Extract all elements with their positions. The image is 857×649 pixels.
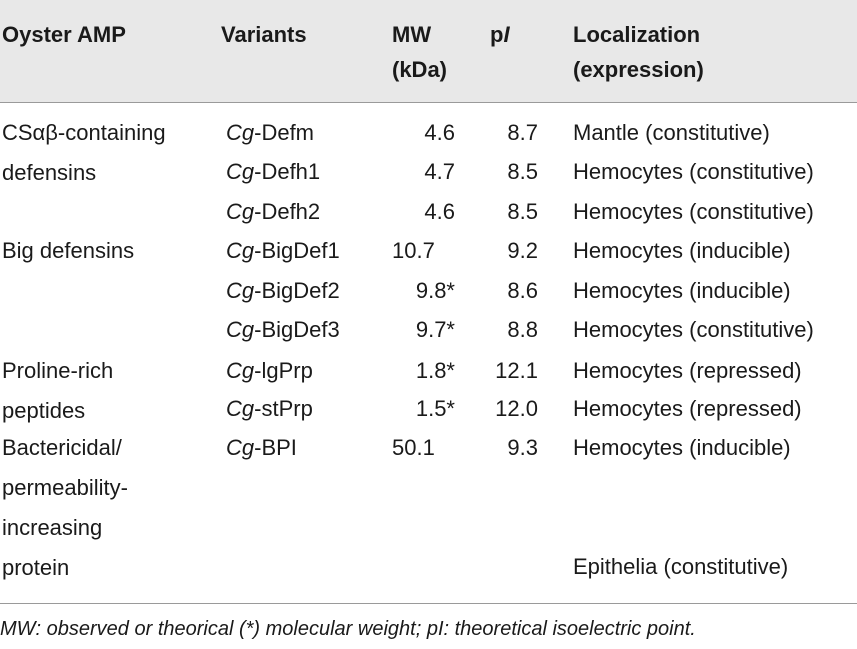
variant-cell: Cg-Defh1: [226, 152, 320, 192]
header-mw-line2: (kDa): [392, 57, 448, 82]
variant-prefix: Cg: [226, 317, 255, 342]
variant-name: -BigDef3: [254, 317, 340, 342]
variant-cell: Cg-BigDef1: [226, 231, 340, 271]
group-csab-defensins: CSαβ-containing defensins: [2, 113, 166, 193]
localization-cell: Hemocytes (constitutive): [573, 317, 814, 342]
variant-name: -Defh1: [254, 159, 321, 184]
mw-cell: 50.1: [392, 435, 435, 460]
pi-cell: 9.2: [507, 238, 538, 263]
pi-cell: 8.6: [507, 278, 538, 303]
mw-cell: 1.8*: [415, 358, 455, 383]
variant-cell: Cg-stPrp: [226, 389, 313, 429]
pi-cell: 12.0: [495, 396, 538, 421]
localization-cell: Hemocytes (constitutive): [573, 199, 814, 224]
pi-cell: 8.7: [507, 120, 538, 145]
mw-cell: 1.5*: [415, 396, 455, 421]
pi-cell: 9.3: [507, 435, 538, 460]
header-pi-i: I: [503, 22, 510, 47]
group-line: defensins: [2, 160, 97, 185]
group-line: CSαβ-containing: [2, 120, 166, 145]
variant-name: -Defm: [254, 120, 315, 145]
group-line: protein: [2, 555, 70, 580]
header-mw: MW (kDa): [392, 17, 447, 87]
variant-prefix: Cg: [226, 120, 255, 145]
header-pi: pI: [490, 17, 510, 52]
group-line: peptides: [2, 398, 86, 423]
pi-cell: 8.5: [507, 159, 538, 184]
group-line: Bactericidal/: [2, 435, 122, 460]
table-header-band: [0, 0, 857, 102]
pi-cell: 12.1: [495, 358, 538, 383]
header-loc-line1: Localization: [573, 22, 701, 47]
localization-cell: Hemocytes (repressed): [573, 396, 802, 421]
localization-cell: Hemocytes (inducible): [573, 278, 791, 303]
variant-name: -lgPrp: [254, 358, 313, 383]
variant-cell: Cg-BigDef2: [226, 271, 340, 311]
variant-prefix: Cg: [226, 358, 255, 383]
localization-cell-extra: Epithelia (constitutive): [573, 554, 789, 579]
variant-prefix: Cg: [226, 238, 255, 263]
variant-name: -BigDef1: [254, 238, 340, 263]
group-line: Proline-rich: [2, 358, 114, 383]
variant-name: -Defh2: [254, 199, 321, 224]
header-pi-p: p: [490, 22, 504, 47]
variant-cell: Cg-lgPrp: [226, 351, 313, 391]
variant-name: -BigDef2: [254, 278, 340, 303]
localization-cell: Mantle (constitutive): [573, 120, 770, 145]
variant-name: -stPrp: [254, 396, 313, 421]
localization-cell: Hemocytes (constitutive): [573, 159, 814, 184]
variant-cell: Cg-BPI: [226, 428, 297, 468]
group-bpi: Bactericidal/ permeability- increasing p…: [2, 428, 128, 588]
header-variants: Variants: [221, 22, 307, 47]
header-loc-line2: (expression): [573, 57, 704, 82]
mw-cell: 9.8*: [415, 278, 455, 303]
footer-rule: [0, 603, 857, 604]
variant-prefix: Cg: [226, 199, 255, 224]
group-proline-rich: Proline-rich peptides: [2, 351, 113, 431]
pi-cell: 8.8: [507, 317, 538, 342]
variant-prefix: Cg: [226, 396, 255, 421]
variant-prefix: Cg: [226, 159, 255, 184]
mw-cell: 4.7: [424, 159, 455, 184]
localization-cell: Hemocytes (repressed): [573, 358, 802, 383]
group-line: permeability-: [2, 475, 128, 500]
mw-cell: 9.7*: [415, 317, 455, 342]
mw-cell: 4.6: [424, 199, 455, 224]
localization-cell: Hemocytes (inducible): [573, 435, 791, 460]
variant-prefix: Cg: [226, 278, 255, 303]
variant-cell: Cg-Defm: [226, 113, 314, 153]
variant-cell: Cg-BigDef3: [226, 310, 340, 350]
variant-prefix: Cg: [226, 435, 255, 460]
group-line: Big defensins: [2, 238, 135, 263]
mw-cell: 10.7: [392, 238, 435, 263]
variant-cell: Cg-Defh2: [226, 192, 320, 232]
header-mw-line1: MW: [392, 22, 432, 47]
variant-name: -BPI: [254, 435, 297, 460]
pi-cell: 8.5: [507, 199, 538, 224]
localization-cell: Hemocytes (inducible): [573, 238, 791, 263]
table-footnote: MW: observed or theorical (*) molecular …: [0, 618, 696, 640]
header-oyster-amp: Oyster AMP: [2, 22, 126, 47]
group-big-defensins: Big defensins: [2, 231, 134, 271]
header-rule: [0, 102, 857, 103]
mw-cell: 4.6: [424, 120, 455, 145]
header-localization: Localization (expression): [573, 17, 704, 87]
group-line: increasing: [2, 515, 103, 540]
